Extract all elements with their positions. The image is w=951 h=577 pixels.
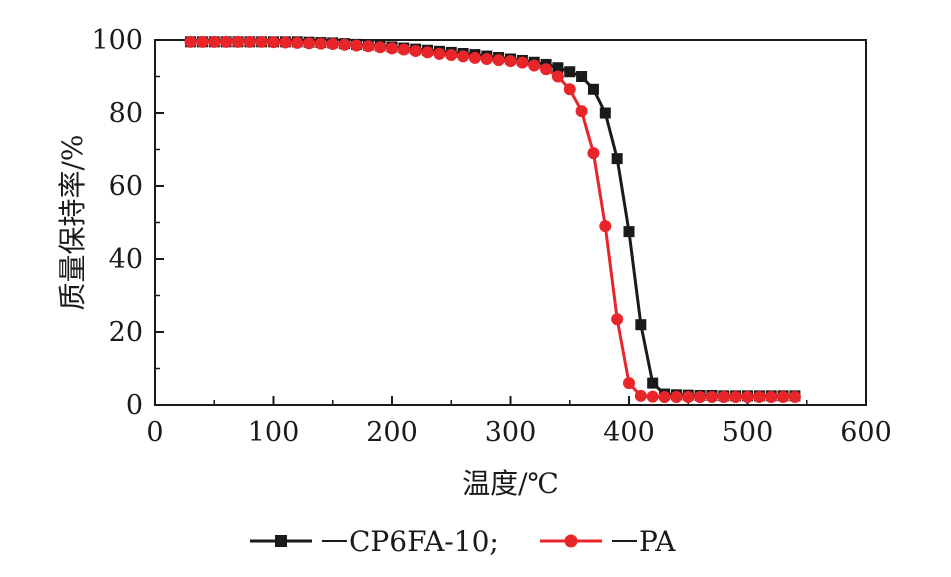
series-line [190,40,795,398]
data-point [658,390,671,403]
data-point [551,70,564,83]
legend-item-2: PA [540,525,676,558]
data-point [243,35,256,48]
data-point [540,63,553,76]
data-point [634,389,647,402]
legend-item-1: CP6FA-10; [250,525,499,558]
series-layer [184,35,801,403]
data-point [220,35,233,48]
data-point [208,35,221,48]
y-tick-label: 20 [109,317,143,348]
x-axis-title: 温度/℃ [462,467,559,500]
data-point [409,44,422,57]
data-point [576,71,588,82]
data-point [326,38,339,51]
data-point [717,390,730,403]
data-point [599,107,611,119]
data-point [457,50,470,63]
x-tick-label: 400 [603,417,655,448]
data-point [397,43,410,56]
x-tick-label: 300 [485,417,537,448]
series-2 [184,35,801,403]
data-point [445,48,458,61]
series-1 [185,36,801,402]
data-point [468,51,481,64]
data-point [255,35,268,48]
data-point [599,220,612,233]
data-point [386,42,398,55]
data-point [231,35,244,48]
data-point [623,377,635,390]
x-tick-label: 600 [840,417,892,448]
data-point [777,390,790,403]
axis-ticks: 0 100 200 300 400 500 600 0 20 40 60 80 100 [91,25,891,448]
data-point [635,319,647,331]
data-point [564,66,576,78]
data-point [575,105,588,118]
data-point [314,37,327,50]
data-point [184,35,197,48]
data-point [647,377,659,389]
data-point [374,41,387,54]
legend-label: PA [639,525,676,558]
data-point [788,390,801,403]
data-point [338,38,351,51]
x-tick-label: 100 [248,417,300,448]
data-point [587,83,599,95]
data-point [362,40,375,53]
data-point [611,153,623,165]
data-point [196,35,209,48]
data-point [587,147,600,160]
data-point [563,83,576,96]
data-point [646,390,659,403]
legend-marker [275,535,287,547]
plot-area [154,39,867,406]
data-point [552,62,564,74]
x-tick-label: 200 [366,417,418,448]
data-point [279,36,292,49]
data-point [528,59,541,72]
data-point [433,47,446,60]
data-point [492,54,505,67]
data-point [350,39,363,52]
y-tick-label: 60 [109,171,143,202]
data-point [291,36,304,49]
data-point [765,390,778,403]
data-point [670,390,683,403]
data-point [694,390,707,403]
y-tick-label: 100 [91,25,143,56]
data-point [611,313,624,326]
data-point [480,52,493,65]
data-point [421,46,434,59]
data-point [504,55,517,68]
data-point [516,56,529,69]
y-tick-label: 80 [109,98,143,129]
y-tick-label: 40 [109,244,143,275]
series-line [190,40,795,399]
x-tick-label: 0 [146,417,163,448]
legend-label: CP6FA-10; [349,525,499,558]
data-point [623,226,635,238]
data-point [729,390,742,403]
y-tick-label: 0 [126,390,143,421]
legend-marker [564,534,578,548]
data-point [303,37,316,50]
data-point [267,36,280,49]
plot-border [154,39,867,406]
data-point [753,390,766,403]
data-point [682,390,695,403]
x-tick-label: 500 [722,417,774,448]
data-point [705,390,718,403]
legend: CP6FA-10; PA [250,525,676,558]
data-point [741,390,754,403]
y-axis-title: 质量保持率/% [56,134,89,310]
